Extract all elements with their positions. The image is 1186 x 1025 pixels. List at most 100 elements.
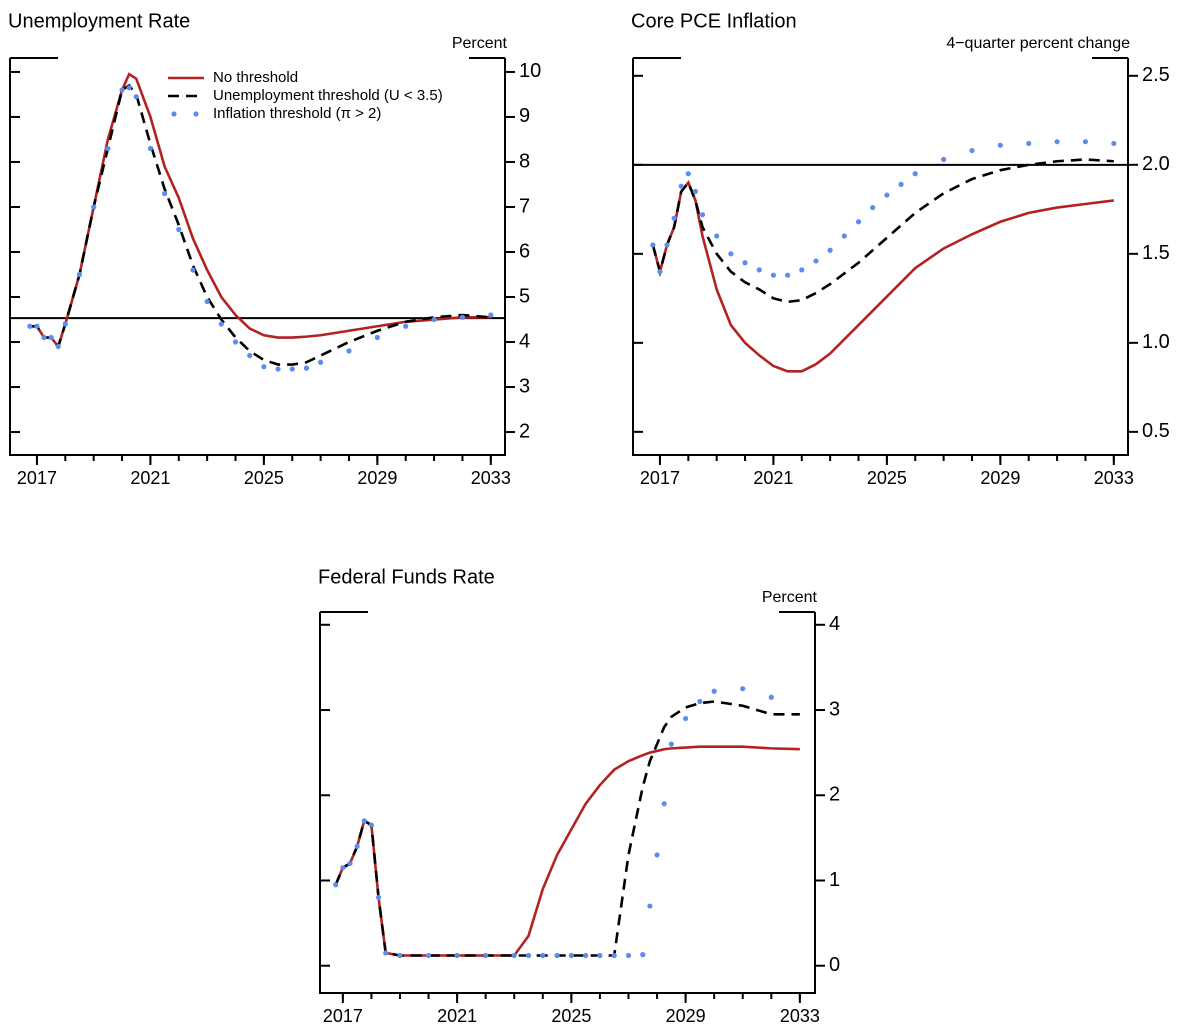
data-point (275, 366, 281, 372)
x-tick-label: 2025 (244, 468, 284, 488)
data-point (664, 242, 670, 248)
chart-title: Core PCE Inflation (631, 10, 797, 32)
data-point (692, 188, 699, 195)
data-point (870, 204, 876, 211)
data-point (119, 87, 125, 93)
data-point (697, 698, 703, 705)
x-tick-label: 2021 (437, 1006, 477, 1025)
data-point (397, 952, 403, 959)
data-point (770, 272, 777, 278)
data-point (540, 952, 546, 959)
x-tick-label: 2021 (130, 468, 170, 488)
data-point (768, 694, 774, 700)
data-point (525, 952, 532, 959)
data-point (126, 85, 132, 91)
data-point (459, 314, 466, 320)
x-tick-label: 2033 (1094, 468, 1134, 488)
y-tick-label: 8 (519, 150, 530, 172)
y-tick-label: 2.5 (1142, 64, 1170, 86)
data-point (361, 818, 367, 824)
data-point (654, 852, 660, 858)
x-tick-label: 2017 (323, 1006, 363, 1025)
series-line (334, 745, 800, 957)
data-point (611, 952, 617, 959)
data-point (650, 242, 656, 248)
data-point (204, 298, 210, 305)
data-point (425, 952, 432, 959)
data-point (647, 903, 653, 909)
data-point (855, 219, 862, 225)
data-point (340, 865, 346, 871)
x-tick-label: 2021 (753, 468, 793, 488)
y-tick-label: 10 (519, 60, 541, 82)
y-tick-label: 2 (519, 420, 530, 442)
data-point (383, 950, 389, 956)
y-tick-label: 1 (829, 869, 840, 891)
y-axis-label: Percent (762, 589, 818, 606)
y-tick-label: 9 (519, 105, 530, 127)
y-tick-label: 1.5 (1142, 242, 1170, 264)
data-point (375, 894, 382, 901)
x-tick-label: 2025 (551, 1006, 591, 1025)
data-point (247, 352, 253, 359)
y-axis-label: 4−quarter percent change (946, 35, 1130, 52)
legend-swatch (193, 111, 199, 117)
data-point (261, 364, 267, 370)
data-point (941, 156, 947, 163)
x-tick-label: 2033 (780, 1006, 820, 1025)
legend-label: No threshold (213, 69, 298, 86)
data-point (368, 822, 375, 828)
data-point (728, 251, 734, 257)
data-point (813, 258, 819, 264)
data-point (661, 801, 667, 807)
data-point (333, 882, 339, 888)
data-point (784, 272, 791, 278)
data-point (997, 142, 1003, 148)
data-point (176, 226, 182, 233)
data-point (740, 686, 746, 692)
series-line (651, 180, 1114, 373)
data-point (827, 247, 833, 253)
data-point (34, 323, 40, 329)
data-point (756, 267, 762, 273)
y-axis-label: Percent (452, 35, 508, 52)
data-point (374, 334, 380, 341)
x-tick-label: 2029 (357, 468, 397, 488)
data-point (714, 233, 720, 239)
data-point (48, 334, 54, 341)
data-point (969, 147, 975, 154)
data-point (625, 952, 632, 959)
x-tick-label: 2029 (980, 468, 1020, 488)
data-point (841, 233, 847, 239)
data-point (1054, 139, 1060, 145)
data-point (232, 339, 239, 345)
data-point (55, 343, 61, 350)
legend-label: Inflation threshold (π > 2) (213, 105, 381, 122)
y-tick-label: 6 (519, 240, 530, 262)
data-point (403, 323, 409, 329)
data-point (884, 192, 890, 198)
y-tick-label: 2.0 (1142, 153, 1170, 175)
data-point (303, 365, 310, 371)
series-line (29, 83, 491, 366)
data-point (318, 359, 324, 365)
data-point (511, 952, 517, 959)
data-point (699, 212, 706, 218)
data-point (568, 952, 574, 959)
data-point (133, 94, 139, 100)
data-point (657, 269, 663, 275)
data-point (1111, 140, 1117, 147)
data-point (898, 181, 904, 187)
y-tick-label: 3 (519, 375, 530, 397)
y-tick-label: 0.5 (1142, 420, 1170, 442)
chart-title: Unemployment Rate (8, 10, 190, 32)
data-point (640, 952, 646, 958)
data-point (431, 316, 437, 323)
y-tick-label: 4 (519, 330, 530, 352)
data-point (742, 260, 748, 266)
data-point (346, 348, 352, 354)
x-tick-label: 2017 (640, 468, 680, 488)
legend-swatch (171, 111, 177, 117)
data-point (1082, 139, 1089, 145)
